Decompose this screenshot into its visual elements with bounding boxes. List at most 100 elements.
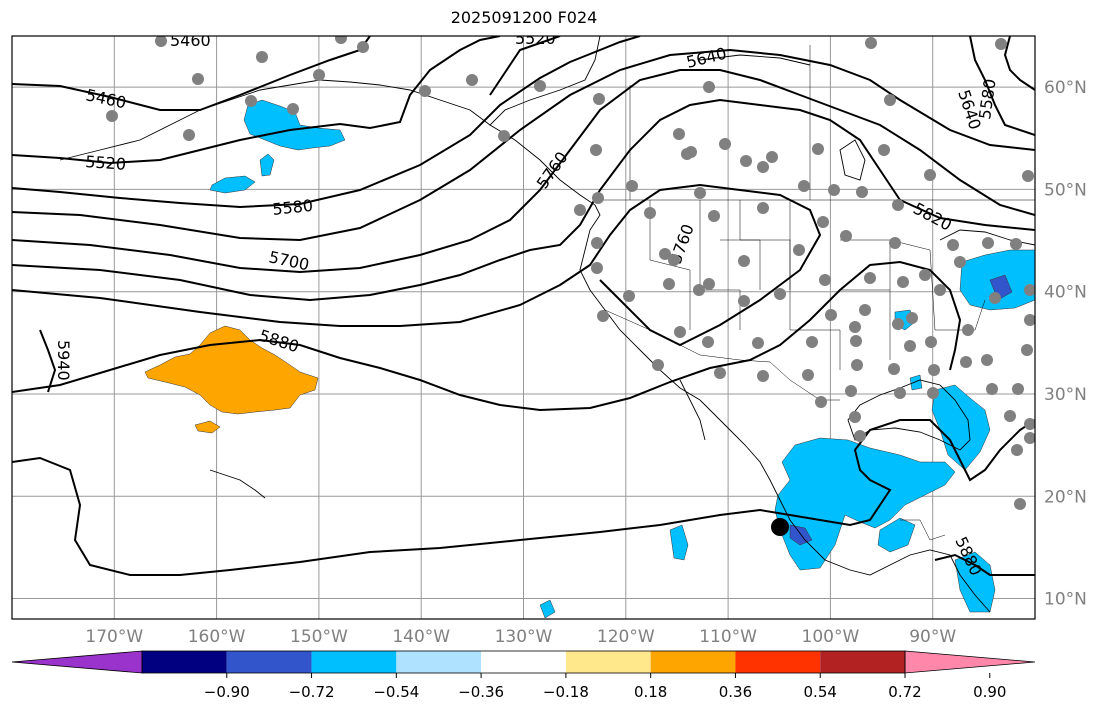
colorbar-tick-label: −0.90: [204, 683, 250, 701]
station-dot: [155, 36, 167, 47]
contour-label-5940: 5940: [54, 340, 73, 381]
station-dot: [859, 304, 871, 316]
station-dot: [708, 210, 720, 222]
anomaly-shading: [144, 99, 1035, 619]
station-dot: [738, 295, 750, 307]
station-dot: [1010, 238, 1022, 250]
contour-label-5520: 5520: [85, 152, 127, 174]
contour-5580: [12, 36, 641, 209]
contour-5580-east: [1003, 36, 1035, 91]
station-dot: [752, 337, 764, 349]
colorbar-tick-label: 0.72: [888, 683, 921, 701]
latitude-tick-label: 40°N: [1044, 283, 1087, 303]
station-dot: [981, 354, 993, 366]
station-dot: [590, 144, 602, 156]
latitude-tick-label: 50°N: [1044, 180, 1087, 200]
contour-5880b: [12, 419, 1035, 576]
colorbar-tick-label: −0.18: [543, 683, 589, 701]
station-dot: [947, 239, 959, 251]
negative-anomaly-blue: [909, 374, 923, 391]
negative-anomaly-blue: [209, 175, 256, 194]
colorbar-bin: [650, 651, 736, 673]
station-dot: [1024, 284, 1035, 296]
station-dot: [674, 326, 686, 338]
map-frame: [11, 35, 1036, 620]
station-dot: [878, 144, 890, 156]
colorbar-bin: [396, 651, 482, 673]
station-dot: [623, 290, 635, 302]
colorbar-bin: [735, 651, 821, 673]
station-dot: [849, 321, 861, 333]
longitude-tick-label: 170°W: [85, 627, 143, 647]
station-dot: [1011, 444, 1023, 456]
contour-5880c: [934, 553, 1035, 576]
colorbar-tick-labels: −0.90 −0.72 −0.54 −0.36 −0.18 0.18 0.36 0.54 0.7…: [204, 673, 1006, 701]
station-dot: [192, 73, 204, 85]
negative-anomaly-blue: [877, 517, 916, 553]
station-dot: [738, 255, 750, 267]
station-dot: [849, 411, 861, 423]
colorbar-bin: [226, 651, 312, 673]
station-dot: [817, 216, 829, 228]
station-dot: [825, 309, 837, 321]
colorbar-tick-label: −0.72: [289, 683, 335, 701]
station-dot: [864, 272, 876, 284]
negative-anomaly-blue: [954, 551, 996, 613]
station-dot: [806, 336, 818, 348]
station-dot: [928, 364, 940, 376]
station-dot: [357, 41, 369, 53]
latitude-tick-label: 30°N: [1044, 385, 1087, 405]
latitude-tick-label: 10°N: [1044, 590, 1087, 610]
station-dot: [982, 237, 994, 249]
station-dot: [591, 262, 603, 274]
station-dot: [757, 370, 769, 382]
station-dot: [954, 256, 966, 268]
station-dot: [313, 69, 325, 81]
station-dot: [183, 129, 195, 141]
station-dot: [1021, 344, 1033, 356]
station-dot: [892, 199, 904, 211]
contour-5700: [12, 69, 1035, 274]
station-dot: [897, 276, 909, 288]
colorbar-tick-label: 0.54: [804, 683, 837, 701]
station-dot: [989, 292, 1001, 304]
colorbar-bin: [481, 651, 566, 673]
station-dot: [884, 94, 896, 106]
station-markers: [106, 36, 1035, 510]
station-dot: [925, 336, 937, 348]
station-dot: [1014, 498, 1026, 510]
negative-anomaly-blue: [774, 437, 956, 571]
contour-5520: [12, 36, 501, 165]
station-dot: [534, 80, 546, 92]
longitude-tick-label: 100°W: [802, 627, 860, 647]
station-dot: [906, 312, 918, 324]
station-dot: [1022, 170, 1034, 182]
colorbar: [11, 650, 1036, 674]
longitude-tick-label: 120°W: [597, 627, 655, 647]
station-dot: [865, 37, 877, 49]
negative-anomaly-blue: [259, 153, 275, 177]
station-dot: [798, 180, 810, 192]
positive-anomaly-orange: [194, 420, 221, 434]
station-dot: [703, 81, 715, 93]
station-dot: [693, 284, 705, 296]
station-dot: [719, 138, 731, 150]
station-dot: [335, 36, 347, 44]
station-dot: [793, 244, 805, 256]
station-dot: [845, 385, 857, 397]
station-dot: [1024, 314, 1035, 326]
station-dot: [1012, 383, 1024, 395]
station-dot: [995, 38, 1007, 50]
colorbar-bin: [142, 651, 227, 673]
station-dot: [766, 151, 778, 163]
longitude-tick-label: 110°W: [699, 627, 757, 647]
contour-label-5460: 5460: [170, 31, 211, 50]
station-dot: [419, 85, 431, 97]
colorbar-tick-label: −0.54: [373, 683, 419, 701]
station-dot: [106, 110, 118, 122]
station-dot: [466, 74, 478, 86]
station-dot: [892, 318, 904, 330]
height-contours: [12, 36, 1035, 576]
station-dot: [702, 336, 714, 348]
